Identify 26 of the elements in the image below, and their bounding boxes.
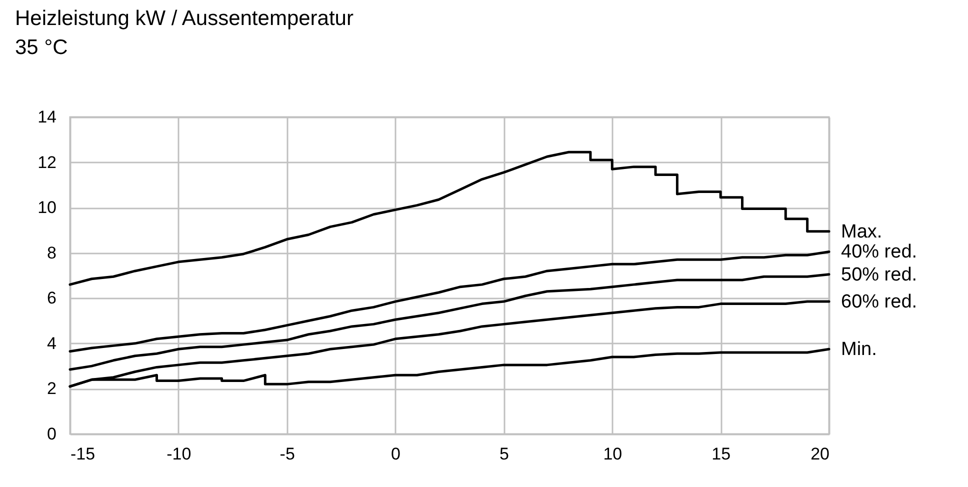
series-label: 40% red.: [841, 242, 918, 263]
x-tick-label: -5: [280, 444, 295, 464]
y-tick-label: 6: [47, 288, 56, 308]
x-tick-label: 10: [603, 444, 622, 464]
line-series: [68, 273, 830, 371]
y-tick-label: 14: [38, 108, 56, 126]
series-label: Max.: [841, 221, 882, 242]
series-label: 50% red.: [841, 264, 918, 286]
x-tick-label: 15: [712, 444, 731, 464]
y-tick-label: 10: [38, 198, 56, 218]
x-tick-label: 5: [499, 444, 509, 464]
x-tick-label: -15: [70, 444, 96, 464]
line-series: [68, 150, 830, 286]
x-tick-label: -10: [166, 444, 192, 464]
x-tick-label: 20: [810, 444, 830, 464]
series-label: Min.: [841, 339, 877, 360]
chart-subtitle: 35 °C: [15, 36, 68, 59]
line-series: [68, 250, 830, 353]
y-tick-label: 4: [47, 334, 56, 353]
y-tick-label: 12: [38, 152, 56, 172]
series-label: 60% red.: [841, 292, 918, 313]
x-tick-label: 0: [391, 444, 401, 464]
chart-title: Heizleistung kW / Aussentemperatur: [15, 7, 354, 30]
y-tick-label: 8: [47, 243, 56, 262]
y-tick-label: 2: [47, 379, 56, 398]
y-tick-label: 0: [47, 424, 56, 444]
